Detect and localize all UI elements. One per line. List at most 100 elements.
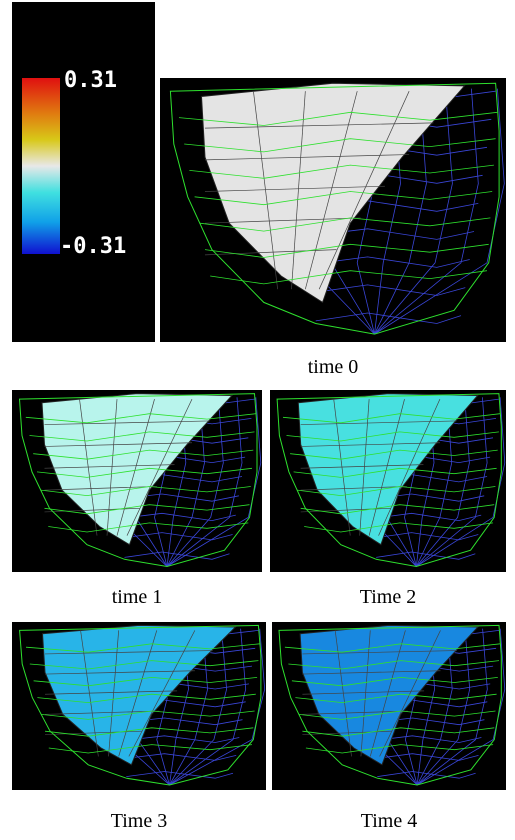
shell-line (44, 727, 254, 737)
wire-line (416, 628, 471, 786)
wire-line (415, 397, 470, 567)
surface-line (359, 399, 370, 536)
surface (41, 393, 234, 546)
surface-line (126, 398, 193, 536)
caption: Time 3 (110, 810, 168, 832)
shell-line (286, 431, 499, 442)
wire-line (416, 397, 488, 567)
shell-line (295, 693, 497, 704)
surface-line (304, 91, 358, 290)
wire-line (121, 532, 233, 541)
caption: time 0 (307, 356, 359, 378)
mesh (278, 624, 506, 786)
surface-line (45, 650, 213, 655)
surface-line (378, 398, 441, 536)
surface-line (204, 217, 361, 224)
wire-line (374, 88, 453, 335)
surface-line (128, 630, 196, 757)
wire-line (169, 628, 209, 786)
surface-line (44, 442, 193, 447)
wire-line (311, 284, 466, 296)
wire-line (126, 771, 234, 779)
shell-line (282, 413, 501, 424)
shell-line (297, 486, 496, 497)
shell-line (288, 660, 500, 670)
shell-line (304, 522, 494, 533)
shell-line (300, 504, 495, 515)
shell-line (210, 270, 488, 285)
shell-line (204, 243, 489, 258)
mesh (276, 393, 506, 568)
surface-line (369, 630, 406, 757)
wire-line (374, 88, 479, 335)
wire-line (416, 628, 488, 786)
shell-line (194, 191, 493, 206)
shell-line (178, 111, 498, 126)
wire-line (374, 88, 505, 335)
shell (276, 393, 502, 568)
shell-line (29, 660, 259, 670)
wire-line (123, 753, 237, 761)
mesh-panel (270, 390, 506, 572)
surface-line (44, 507, 140, 513)
surface-line (45, 730, 142, 735)
shell-line (40, 486, 251, 497)
caption: Time 2 (359, 586, 417, 608)
shell-line (298, 710, 496, 720)
mesh (19, 624, 266, 786)
shell-line (29, 431, 255, 442)
surface-line (379, 630, 441, 757)
surface-line (300, 464, 424, 469)
colorbar-min: -0.31 (60, 234, 127, 259)
colorbar-max: 0.31 (64, 68, 117, 93)
surface-line (360, 630, 371, 757)
surface-line (302, 690, 425, 695)
shell-line (293, 467, 497, 478)
surface-line (44, 464, 175, 469)
wire-line (374, 88, 427, 335)
wire-line (377, 771, 476, 779)
wire-line (166, 397, 262, 567)
wire-line (166, 397, 205, 567)
surface-line (204, 154, 410, 161)
surface-line (204, 249, 337, 256)
colorbar-panel: 0.31 -0.31 (12, 2, 155, 342)
shell-line (48, 744, 253, 754)
wire-line (373, 532, 479, 541)
shell-line (33, 676, 258, 687)
colorbar (22, 78, 60, 254)
shell-line (33, 449, 254, 460)
wire-line (376, 551, 476, 560)
wire-line (374, 753, 479, 761)
caption: Time 4 (360, 810, 418, 832)
colorbar-gradient (22, 78, 60, 254)
shell-line (44, 504, 250, 515)
surface-line (116, 399, 155, 536)
shell-line (25, 413, 256, 424)
surface-line (45, 670, 195, 675)
surface-line (302, 670, 441, 675)
surface-line (300, 420, 457, 425)
surface (200, 82, 466, 304)
shell-line (284, 643, 501, 653)
wire-line (166, 397, 224, 567)
wire-line (315, 312, 462, 324)
caption: time 1 (111, 586, 163, 608)
surface-line (44, 420, 210, 425)
surface-line (300, 507, 391, 513)
wire-line (169, 628, 228, 786)
surface-line (45, 690, 178, 695)
shell-line (189, 164, 494, 179)
shell-line (290, 449, 498, 460)
surface-line (302, 710, 408, 715)
shell-line (305, 744, 494, 754)
shell-line (25, 643, 260, 653)
surface-line (300, 442, 440, 447)
mesh-panel (12, 622, 266, 790)
surface-line (204, 185, 385, 192)
shell-line (291, 676, 498, 687)
wire-line (415, 397, 453, 567)
shell-line (41, 710, 255, 720)
mesh-panel (160, 78, 506, 342)
wire-line (124, 551, 230, 560)
